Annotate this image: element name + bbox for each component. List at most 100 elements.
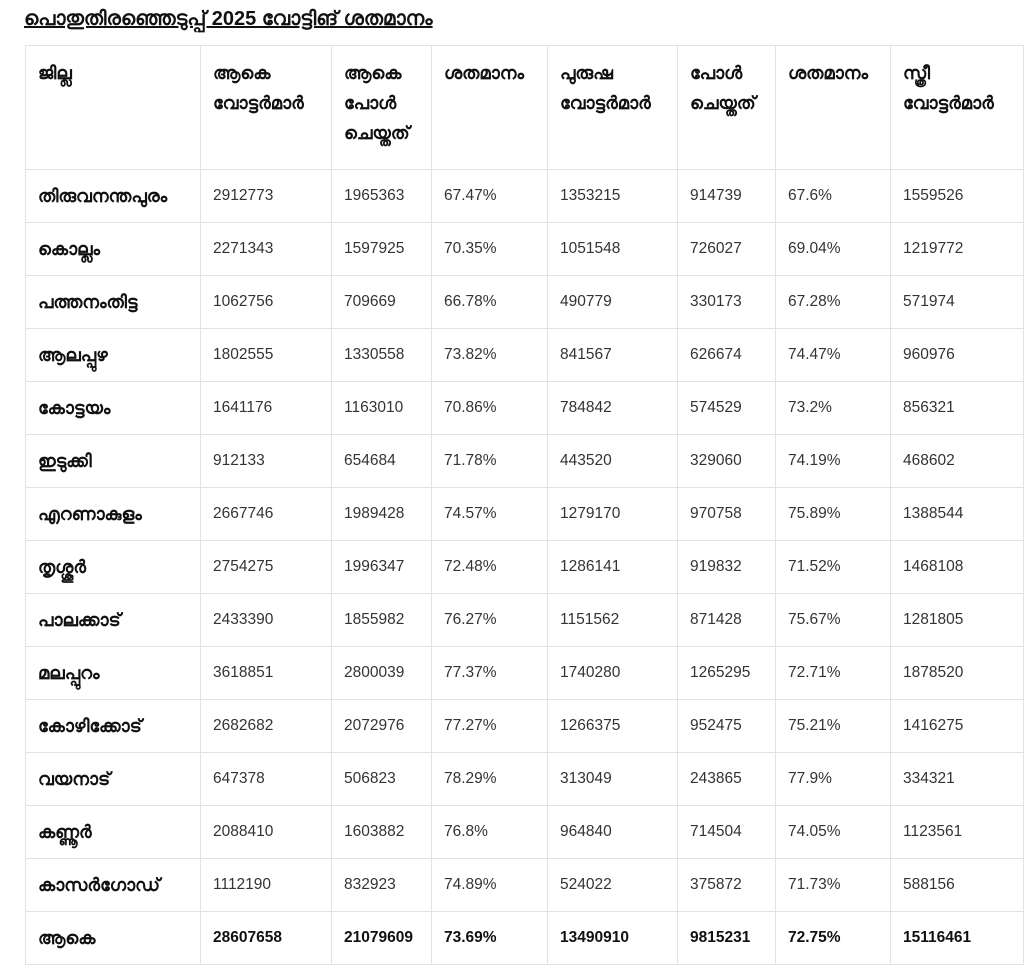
district-name: കണ്ണൂർ	[25, 805, 201, 859]
cell-male-polled: 9815231	[677, 911, 776, 965]
column-header-total-polled: ആകെ പോൾ ചെയ്തത്	[331, 45, 432, 170]
cell-male-voters: 524022	[547, 858, 678, 912]
cell-male-voters: 964840	[547, 805, 678, 859]
cell-male-polled: 952475	[677, 699, 776, 753]
table-row: പാലക്കാട് 2433390 1855982 76.27% 1151562 8714…	[25, 593, 1024, 647]
table-row: പത്തനംതിട്ട 1062756 709669 66.78% 490779 3301…	[25, 275, 1024, 329]
district-name: തൃശ്ശൂർ	[25, 540, 201, 594]
cell-percentage: 73.69%	[431, 911, 548, 965]
table-row: തിരുവനന്തപുരം 2912773 1965363 67.47% 1353215…	[25, 169, 1024, 223]
column-header-male-polled: പോൾ ചെയ്തത്	[677, 45, 776, 170]
cell-total-voters: 912133	[200, 434, 332, 488]
cell-percentage: 77.37%	[431, 646, 548, 700]
cell-male-percentage: 72.75%	[775, 911, 891, 965]
cell-total-polled: 832923	[331, 858, 432, 912]
cell-percentage: 72.48%	[431, 540, 548, 594]
table-row: കണ്ണൂർ 2088410 1603882 76.8% 964840 714504 74.…	[25, 805, 1024, 859]
cell-total-voters: 2433390	[200, 593, 332, 647]
cell-percentage: 74.57%	[431, 487, 548, 541]
cell-total-polled: 1597925	[331, 222, 432, 276]
district-name: തിരുവനന്തപുരം	[25, 169, 201, 223]
cell-percentage: 66.78%	[431, 275, 548, 329]
cell-percentage: 71.78%	[431, 434, 548, 488]
cell-male-voters: 443520	[547, 434, 678, 488]
cell-male-polled: 243865	[677, 752, 776, 806]
table-row: ഇടുക്കി 912133 654684 71.78% 443520 329060 74.…	[25, 434, 1024, 488]
cell-male-percentage: 73.2%	[775, 381, 891, 435]
table-row: മലപ്പുറം 3618851 2800039 77.37% 1740280 12652…	[25, 646, 1024, 700]
cell-male-percentage: 74.19%	[775, 434, 891, 488]
district-name: ഇടുക്കി	[25, 434, 201, 488]
cell-total-polled: 1996347	[331, 540, 432, 594]
cell-male-polled: 726027	[677, 222, 776, 276]
cell-total-voters: 2088410	[200, 805, 332, 859]
cell-male-voters: 1286141	[547, 540, 678, 594]
cell-male-voters: 1740280	[547, 646, 678, 700]
page-title: പൊതുതിരഞ്ഞെടുപ്പ് 2025 വോട്ടിങ് ശതമാനം	[24, 8, 433, 30]
cell-percentage: 77.27%	[431, 699, 548, 753]
cell-total-polled: 1330558	[331, 328, 432, 382]
cell-total-voters: 1641176	[200, 381, 332, 435]
column-header-total-voters: ആകെ വോട്ടർമാർ	[200, 45, 332, 170]
cell-male-percentage: 67.6%	[775, 169, 891, 223]
table-row: എറണാകുളം 2667746 1989428 74.57% 1279170 97075…	[25, 487, 1024, 541]
cell-percentage: 76.27%	[431, 593, 548, 647]
cell-male-polled: 970758	[677, 487, 776, 541]
district-name: മലപ്പുറം	[25, 646, 201, 700]
cell-total-polled: 2800039	[331, 646, 432, 700]
cell-total-polled: 1603882	[331, 805, 432, 859]
district-name: പാലക്കാട്	[25, 593, 201, 647]
table-row: കോഴിക്കോട് 2682682 2072976 77.27% 1266375 952…	[25, 699, 1024, 753]
cell-female-voters: 1123561	[890, 805, 1024, 859]
cell-male-percentage: 72.71%	[775, 646, 891, 700]
cell-male-percentage: 74.05%	[775, 805, 891, 859]
district-name: കൊല്ലം	[25, 222, 201, 276]
cell-male-voters: 313049	[547, 752, 678, 806]
cell-male-percentage: 74.47%	[775, 328, 891, 382]
column-header-male-percentage: ശതമാനം	[775, 45, 891, 170]
table-row: കൊല്ലം 2271343 1597925 70.35% 1051548 726027 6…	[25, 222, 1024, 276]
cell-male-voters: 490779	[547, 275, 678, 329]
cell-total-voters: 1112190	[200, 858, 332, 912]
table-row: തൃശ്ശൂർ 2754275 1996347 72.48% 1286141 919832…	[25, 540, 1024, 594]
cell-male-voters: 784842	[547, 381, 678, 435]
cell-female-voters: 588156	[890, 858, 1024, 912]
cell-percentage: 70.35%	[431, 222, 548, 276]
table-header-row: ജില്ല ആകെ വോട്ടർമാർ ആകെ പോൾ ചെയ്തത് ശതമാനം പ…	[25, 45, 1024, 170]
cell-female-voters: 856321	[890, 381, 1024, 435]
column-header-district: ജില്ല	[25, 45, 201, 170]
voting-percentage-table: ജില്ല ആകെ വോട്ടർമാർ ആകെ പോൾ ചെയ്തത് ശതമാനം പ…	[25, 45, 1024, 965]
cell-male-polled: 919832	[677, 540, 776, 594]
district-name: കാസർഗോഡ്	[25, 858, 201, 912]
cell-total-voters: 647378	[200, 752, 332, 806]
cell-male-polled: 329060	[677, 434, 776, 488]
cell-male-percentage: 75.21%	[775, 699, 891, 753]
cell-male-voters: 1051548	[547, 222, 678, 276]
cell-female-voters: 1878520	[890, 646, 1024, 700]
cell-total-voters: 2682682	[200, 699, 332, 753]
district-name: പത്തനംതിട്ട	[25, 275, 201, 329]
cell-total-voters: 1802555	[200, 328, 332, 382]
table-row: കോട്ടയം 1641176 1163010 70.86% 784842 574529 7…	[25, 381, 1024, 435]
total-row: ആകെ 28607658 21079609 73.69% 13490910 9815231…	[25, 911, 1024, 965]
column-header-male-voters: പുരുഷ വോട്ടർമാർ	[547, 45, 678, 170]
district-name: എറണാകുളം	[25, 487, 201, 541]
cell-male-polled: 914739	[677, 169, 776, 223]
cell-male-percentage: 75.89%	[775, 487, 891, 541]
cell-percentage: 67.47%	[431, 169, 548, 223]
cell-female-voters: 1219772	[890, 222, 1024, 276]
cell-percentage: 73.82%	[431, 328, 548, 382]
cell-total-voters: 3618851	[200, 646, 332, 700]
cell-male-polled: 714504	[677, 805, 776, 859]
district-name: വയനാട്	[25, 752, 201, 806]
column-header-percentage: ശതമാനം	[431, 45, 548, 170]
cell-female-voters: 1416275	[890, 699, 1024, 753]
cell-female-voters: 960976	[890, 328, 1024, 382]
cell-total-voters: 2912773	[200, 169, 332, 223]
cell-female-voters: 15116461	[890, 911, 1024, 965]
cell-percentage: 76.8%	[431, 805, 548, 859]
cell-total-voters: 2271343	[200, 222, 332, 276]
cell-male-voters: 13490910	[547, 911, 678, 965]
district-name: ആകെ	[25, 911, 201, 965]
cell-total-polled: 1965363	[331, 169, 432, 223]
